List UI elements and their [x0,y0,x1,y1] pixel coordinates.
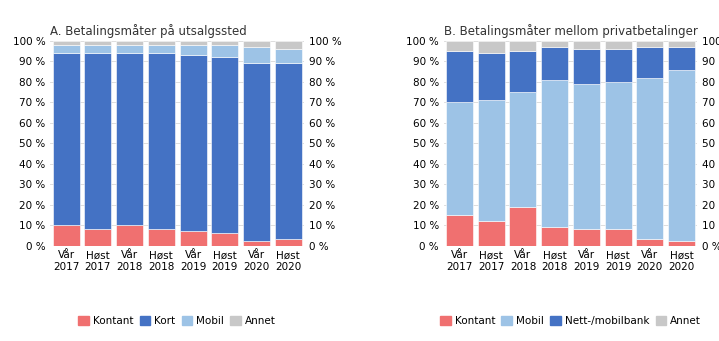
Bar [116,53,143,225]
Bar [275,49,302,63]
Bar [148,41,175,45]
Bar [84,229,111,246]
Bar [211,41,238,45]
Bar [668,241,695,246]
Bar [446,102,473,215]
Bar [52,41,80,45]
Bar [541,80,568,227]
Bar [148,53,175,229]
Bar [275,239,302,246]
Bar [636,239,664,246]
Bar [148,229,175,246]
Bar [52,45,80,53]
Bar [243,41,270,47]
Bar [541,47,568,80]
Bar [446,215,473,246]
Bar [84,53,111,229]
Bar [180,231,206,246]
Bar [605,49,631,82]
Bar [211,57,238,233]
Legend: Kontant, Mobil, Nett-/mobilbank, Annet: Kontant, Mobil, Nett-/mobilbank, Annet [436,312,705,330]
Bar [573,229,600,246]
Bar [243,241,270,246]
Bar [510,207,536,246]
Bar [275,41,302,49]
Bar [180,55,206,231]
Bar [477,221,505,246]
Bar [84,41,111,45]
Bar [510,41,536,51]
Bar [668,47,695,70]
Bar [668,41,695,47]
Bar [541,41,568,47]
Bar [573,84,600,229]
Bar [605,41,631,49]
Bar [180,45,206,55]
Bar [180,41,206,45]
Bar [510,92,536,207]
Bar [211,45,238,57]
Text: A. Betalingsmåter på utsalgssted: A. Betalingsmåter på utsalgssted [50,25,247,39]
Bar [477,41,505,53]
Bar [573,49,600,84]
Bar [52,53,80,225]
Bar [668,70,695,241]
Bar [477,100,505,221]
Bar [84,45,111,53]
Bar [148,45,175,53]
Bar [636,78,664,239]
Bar [605,82,631,229]
Bar [636,47,664,78]
Bar [275,63,302,239]
Bar [52,225,80,246]
Bar [446,51,473,102]
Bar [541,227,568,246]
Bar [446,41,473,51]
Bar [477,53,505,100]
Bar [116,41,143,45]
Bar [510,51,536,92]
Bar [605,229,631,246]
Bar [116,225,143,246]
Legend: Kontant, Kort, Mobil, Annet: Kontant, Kort, Mobil, Annet [74,312,280,330]
Bar [116,45,143,53]
Bar [573,41,600,49]
Bar [636,41,664,47]
Text: B. Betalingsmåter mellom privatbetalinger: B. Betalingsmåter mellom privatbetalinge… [444,25,697,39]
Bar [243,47,270,63]
Bar [211,233,238,246]
Bar [243,63,270,241]
